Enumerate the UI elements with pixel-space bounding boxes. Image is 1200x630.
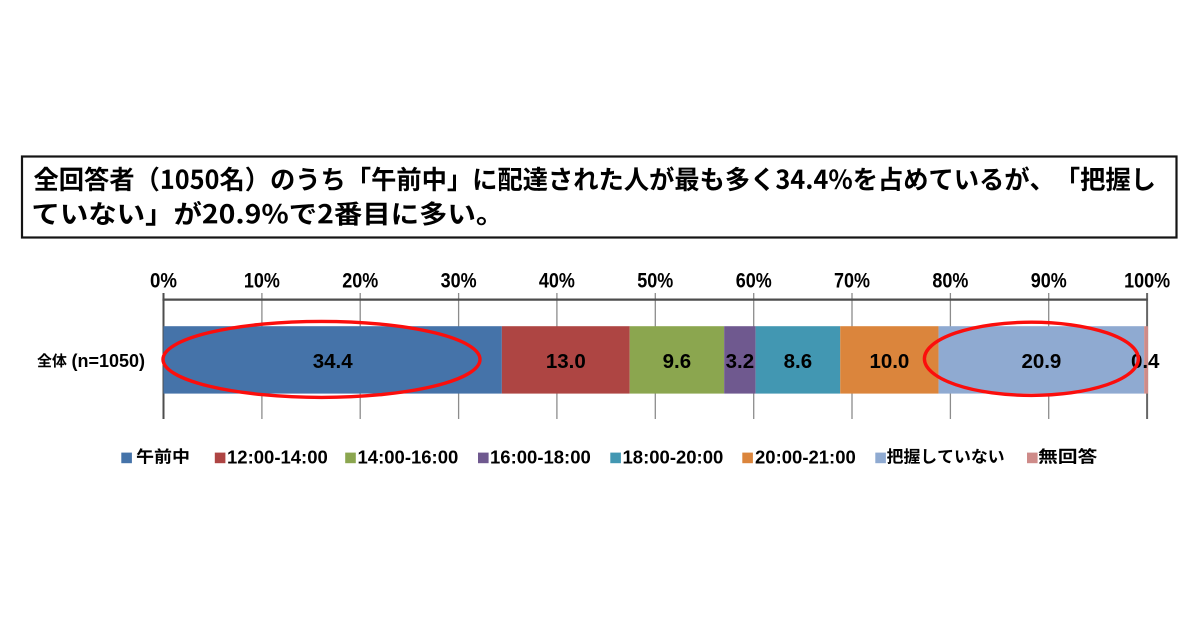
svg-text:50%: 50% [637, 269, 673, 292]
svg-text:13.0: 13.0 [546, 350, 586, 373]
svg-text:40%: 40% [539, 269, 575, 292]
svg-text:18:00-20:00: 18:00-20:00 [623, 447, 724, 468]
svg-text:100%: 100% [1124, 269, 1170, 292]
svg-text:14:00-16:00: 14:00-16:00 [358, 447, 459, 468]
svg-text:10.0: 10.0 [869, 350, 909, 373]
svg-text:80%: 80% [932, 269, 968, 292]
svg-text:90%: 90% [1031, 269, 1067, 292]
svg-text:20:00-21:00: 20:00-21:00 [755, 447, 856, 468]
svg-text:12:00-14:00: 12:00-14:00 [227, 447, 328, 468]
svg-text:20%: 20% [342, 269, 378, 292]
svg-text:30%: 30% [441, 269, 477, 292]
svg-text:60%: 60% [736, 269, 772, 292]
svg-text:8.6: 8.6 [784, 350, 813, 373]
svg-text:20.9: 20.9 [1021, 350, 1061, 373]
svg-text:70%: 70% [834, 269, 870, 292]
svg-text:(n=1050): (n=1050) [72, 351, 146, 371]
svg-text:0%: 0% [150, 269, 177, 292]
svg-text:10%: 10% [244, 269, 280, 292]
svg-text:3.2: 3.2 [726, 350, 755, 373]
svg-text:16:00-18:00: 16:00-18:00 [490, 447, 591, 468]
svg-text:34.4: 34.4 [313, 350, 353, 373]
svg-text:9.6: 9.6 [663, 350, 692, 373]
